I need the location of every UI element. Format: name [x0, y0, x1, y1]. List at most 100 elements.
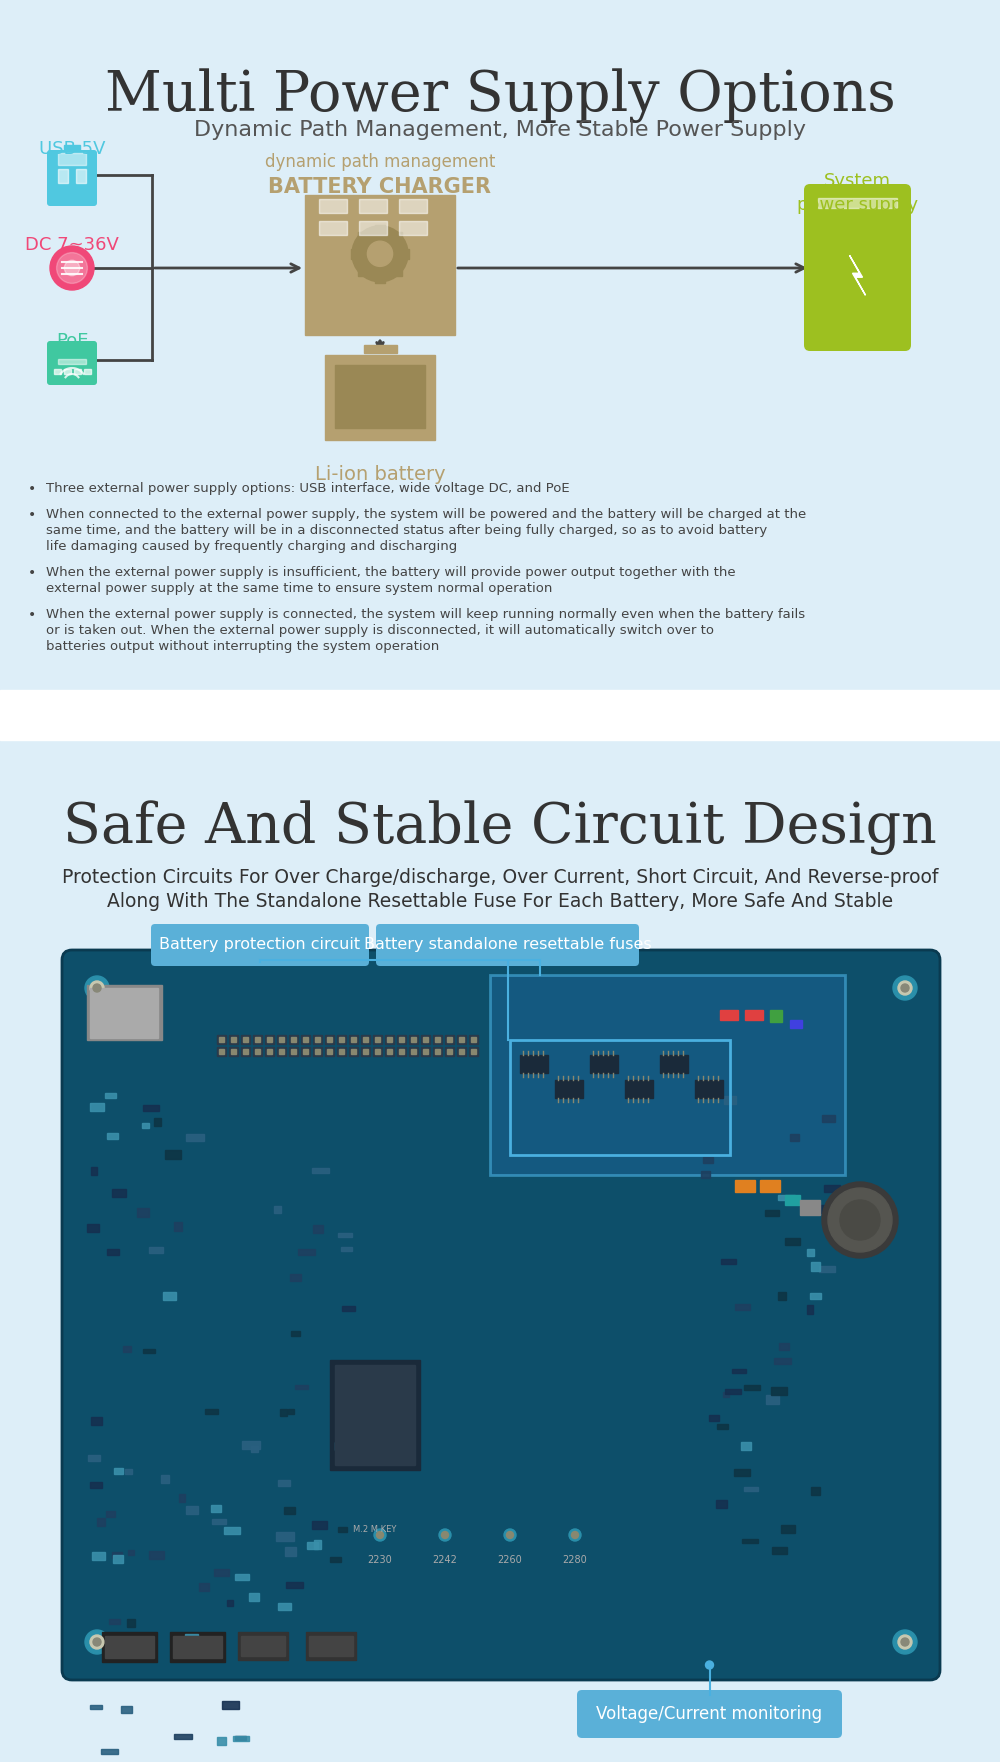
Bar: [445, 1047, 454, 1055]
Circle shape: [507, 1531, 514, 1538]
Bar: [625, 1080, 653, 1098]
Bar: [107, 1249, 119, 1255]
Bar: [790, 1020, 802, 1027]
Bar: [339, 1038, 344, 1041]
Bar: [742, 1538, 758, 1544]
Bar: [457, 1034, 466, 1045]
Bar: [105, 1092, 116, 1098]
Bar: [101, 1750, 118, 1753]
Bar: [821, 1205, 832, 1214]
Bar: [241, 1047, 250, 1055]
Bar: [301, 1034, 310, 1045]
Bar: [319, 220, 347, 234]
Bar: [361, 1047, 370, 1055]
Bar: [358, 233, 368, 241]
Bar: [695, 1080, 723, 1098]
Text: batteries output without interrupting the system operation: batteries output without interrupting th…: [46, 640, 439, 654]
Bar: [280, 1408, 287, 1415]
Bar: [315, 1048, 320, 1054]
Bar: [265, 1047, 274, 1055]
Bar: [760, 1181, 780, 1193]
Bar: [173, 1635, 222, 1658]
Bar: [163, 1292, 176, 1300]
Bar: [179, 1494, 185, 1503]
Bar: [555, 1080, 583, 1098]
Bar: [253, 1034, 262, 1045]
Bar: [212, 1519, 226, 1524]
Bar: [411, 1038, 416, 1041]
Bar: [433, 1047, 442, 1055]
Bar: [289, 1047, 298, 1055]
Bar: [744, 1487, 758, 1491]
Circle shape: [64, 261, 80, 275]
Bar: [397, 1034, 406, 1045]
Polygon shape: [850, 255, 866, 296]
Bar: [217, 1737, 226, 1744]
Bar: [397, 1047, 406, 1055]
Text: PoE: PoE: [56, 331, 88, 351]
Bar: [219, 1038, 224, 1041]
Bar: [90, 988, 158, 1038]
Bar: [0, 0, 1000, 691]
Text: USB 5V: USB 5V: [39, 139, 105, 159]
Bar: [284, 1507, 295, 1514]
Bar: [315, 1038, 320, 1041]
Text: M.2 M KEY: M.2 M KEY: [353, 1526, 397, 1535]
Bar: [349, 1047, 358, 1055]
Bar: [590, 1055, 618, 1073]
Bar: [105, 1635, 154, 1658]
Bar: [253, 1047, 262, 1055]
Bar: [255, 1048, 260, 1054]
Circle shape: [840, 1200, 880, 1240]
Bar: [744, 1385, 760, 1390]
Text: external power supply at the same time to ensure system normal operation: external power supply at the same time t…: [46, 581, 552, 596]
Bar: [785, 1239, 800, 1244]
Bar: [186, 1135, 204, 1140]
Bar: [222, 1702, 239, 1709]
Circle shape: [376, 1531, 384, 1538]
Bar: [447, 1048, 452, 1054]
Bar: [423, 1048, 428, 1054]
Bar: [242, 1441, 260, 1448]
Bar: [361, 1034, 370, 1045]
Bar: [741, 1443, 751, 1450]
Bar: [238, 1632, 288, 1660]
Bar: [447, 1038, 452, 1041]
Bar: [327, 1038, 332, 1041]
Bar: [387, 1038, 392, 1041]
Bar: [385, 1034, 394, 1045]
Bar: [811, 1487, 820, 1494]
Bar: [409, 1047, 418, 1055]
Bar: [411, 1048, 416, 1054]
Bar: [90, 1482, 102, 1489]
Bar: [807, 1249, 814, 1256]
Circle shape: [439, 1529, 451, 1542]
Bar: [217, 1034, 226, 1045]
Bar: [399, 199, 427, 213]
Bar: [399, 248, 409, 259]
Circle shape: [572, 1531, 578, 1538]
Bar: [375, 1048, 380, 1054]
Bar: [342, 1306, 355, 1311]
Bar: [724, 1096, 736, 1103]
Bar: [64, 368, 71, 374]
Bar: [123, 1346, 131, 1351]
Bar: [231, 1038, 236, 1041]
Bar: [149, 1551, 164, 1559]
Bar: [471, 1048, 476, 1054]
Bar: [359, 220, 387, 234]
Circle shape: [822, 1182, 898, 1258]
Circle shape: [85, 976, 109, 1001]
Bar: [471, 1038, 476, 1041]
Bar: [276, 1533, 294, 1542]
Bar: [265, 1034, 274, 1045]
Bar: [445, 1034, 454, 1045]
Bar: [74, 368, 81, 374]
Bar: [703, 1158, 713, 1163]
Circle shape: [898, 1635, 912, 1649]
Bar: [277, 1034, 286, 1045]
Bar: [358, 266, 368, 275]
Text: Along With The Standalone Resettable Fuse For Each Battery, More Safe And Stable: Along With The Standalone Resettable Fus…: [107, 892, 893, 911]
Circle shape: [706, 1662, 714, 1669]
Bar: [106, 1510, 115, 1517]
